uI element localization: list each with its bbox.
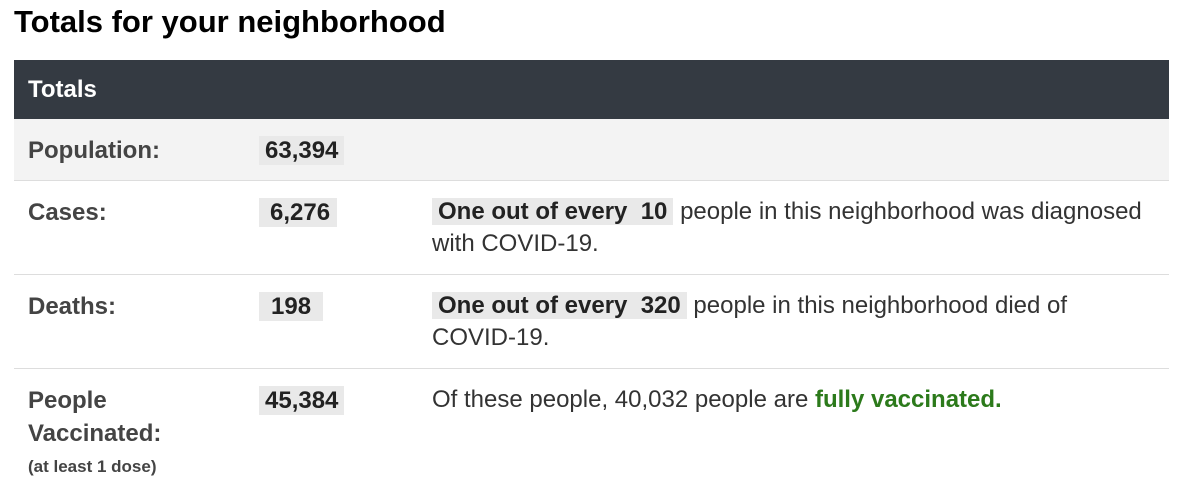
population-label: Population: xyxy=(28,137,160,164)
cases-description: One out of every 10 people in this neigh… xyxy=(432,196,1142,260)
cases-ratio: One out of every 10 xyxy=(432,198,674,225)
cases-value: 6,276 xyxy=(259,198,338,227)
table-header: Totals xyxy=(14,60,1169,119)
table-row-deaths: Deaths: 198 One out of every 320 people … xyxy=(14,275,1169,369)
deaths-description: One out of every 320 people in this neig… xyxy=(432,290,1142,354)
vaccinated-description: Of these people, 40,032 people are fully… xyxy=(432,384,1142,416)
page-title: Totals for your neighborhood xyxy=(14,4,446,39)
vaccinated-text: Of these people, 40,032 people are xyxy=(432,386,815,413)
deaths-value: 198 xyxy=(259,292,324,321)
vaccinated-sublabel: (at least 1 dose) xyxy=(28,457,157,476)
deaths-label: Deaths: xyxy=(28,293,117,320)
deaths-ratio: One out of every 320 xyxy=(432,292,687,319)
table-row-cases: Cases: 6,276 One out of every 10 people … xyxy=(14,181,1169,275)
vaccinated-label-group: People Vaccinated: (at least 1 dose) xyxy=(28,384,188,478)
population-value: 63,394 xyxy=(259,136,345,165)
table-row-vaccinated: People Vaccinated: (at least 1 dose) 45,… xyxy=(14,369,1169,499)
vaccinated-value: 45,384 xyxy=(259,386,345,415)
cases-label: Cases: xyxy=(28,199,107,226)
deaths-text: people in this neighborhood died of COVI… xyxy=(432,292,1068,351)
table-row-population: Population: 63,394 xyxy=(14,119,1169,181)
totals-table: Totals Population: 63,394 Cases: 6,276 O… xyxy=(14,60,1169,499)
vaccinated-label: People Vaccinated: xyxy=(28,387,162,447)
fully-vaccinated-highlight: fully vaccinated. xyxy=(814,386,1002,413)
cases-text: people in this neighborhood was diagnose… xyxy=(432,198,1142,257)
